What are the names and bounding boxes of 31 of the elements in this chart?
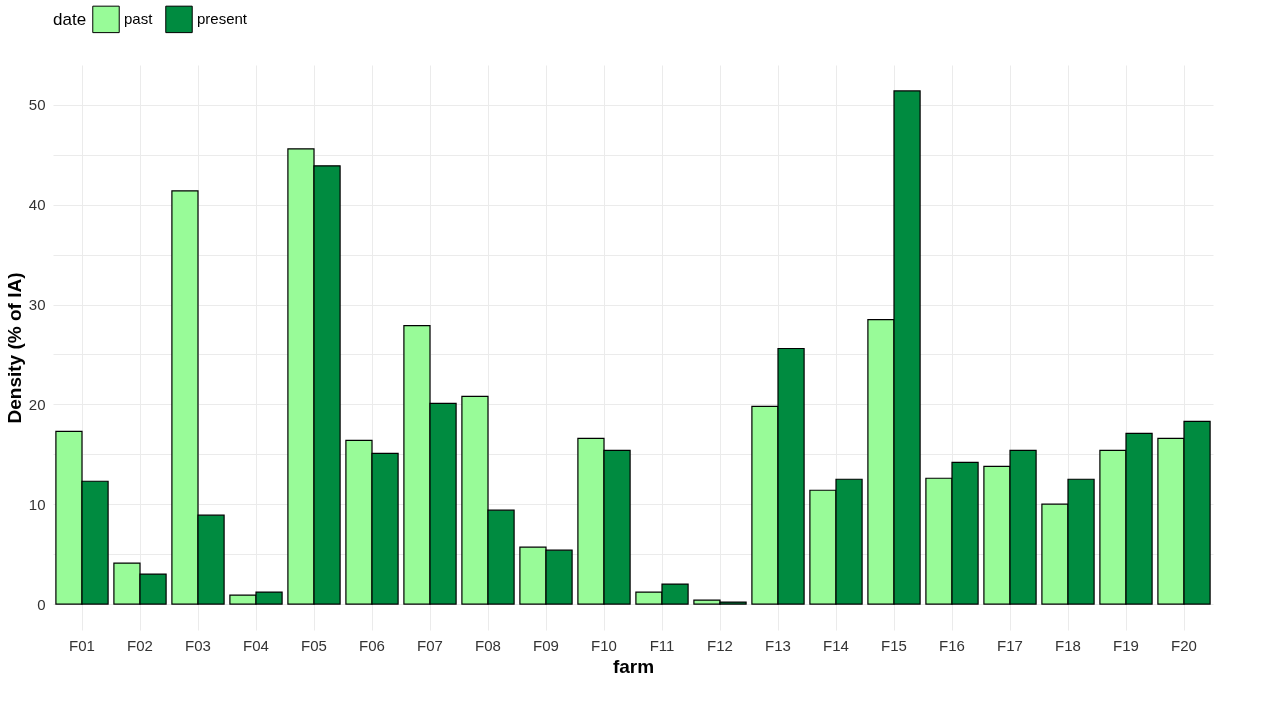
x-tick-label: F18 bbox=[1055, 636, 1081, 654]
x-tick-label: F17 bbox=[997, 636, 1023, 654]
legend-label: present bbox=[197, 10, 248, 28]
x-tick-label: F02 bbox=[127, 636, 153, 654]
legend-label: past bbox=[124, 10, 154, 28]
x-tick-label: F04 bbox=[243, 636, 269, 654]
x-tick-label: F16 bbox=[939, 636, 965, 654]
y-tick-label: 30 bbox=[28, 296, 46, 314]
x-tick-label: F10 bbox=[591, 636, 617, 654]
x-tick-label: F15 bbox=[881, 636, 907, 654]
x-tick-label: F09 bbox=[533, 636, 559, 654]
y-tick-label: 10 bbox=[28, 495, 46, 513]
x-tick-label: F20 bbox=[1171, 636, 1197, 654]
x-tick-label: F06 bbox=[359, 636, 385, 654]
x-tick-label: F19 bbox=[1113, 636, 1139, 654]
x-tick-label: F13 bbox=[765, 636, 791, 654]
x-tick-label: F11 bbox=[649, 636, 675, 654]
y-axis-title: Density (% of IA) bbox=[3, 272, 25, 424]
y-tick-label: 50 bbox=[28, 96, 46, 114]
y-tick-label: 0 bbox=[37, 595, 46, 613]
x-tick-label: F01 bbox=[69, 636, 95, 654]
x-tick-label: F05 bbox=[301, 636, 327, 654]
x-tick-label: F08 bbox=[475, 636, 501, 654]
x-axis-title: farm bbox=[612, 655, 655, 677]
y-tick-label: 20 bbox=[28, 395, 46, 413]
x-tick-label: F07 bbox=[417, 636, 443, 654]
x-tick-label: F03 bbox=[185, 636, 211, 654]
y-tick-label: 40 bbox=[28, 196, 46, 214]
legend-title: date bbox=[53, 10, 87, 29]
x-tick-label: F12 bbox=[707, 636, 733, 654]
x-tick-label: F14 bbox=[823, 636, 849, 654]
